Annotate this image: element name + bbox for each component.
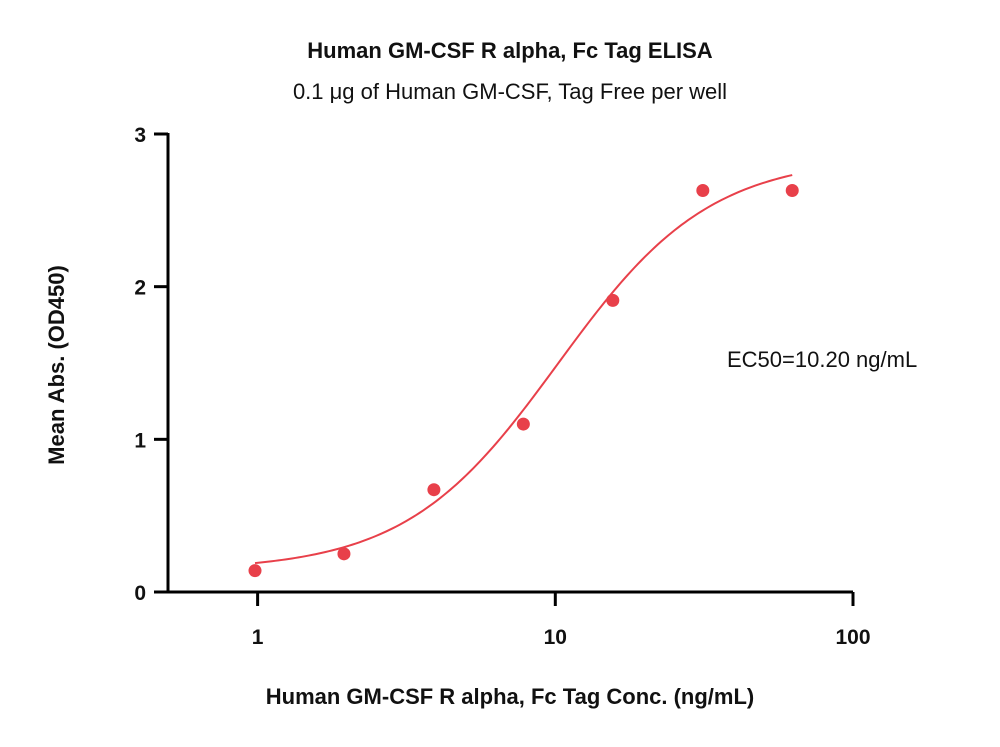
- data-points: [248, 183, 799, 578]
- y-tick-label: 1: [134, 429, 146, 452]
- data-point: [785, 183, 799, 197]
- data-point: [516, 417, 530, 431]
- x-tick-label: 1: [252, 626, 264, 649]
- data-point: [337, 547, 351, 561]
- y-tick-label: 3: [134, 124, 146, 147]
- y-tick-label: 0: [134, 582, 146, 605]
- chart-subtitle: 0.1 μg of Human GM-CSF, Tag Free per wel…: [293, 79, 727, 104]
- data-point: [427, 483, 441, 497]
- y-axis-label: Mean Abs. (OD450): [44, 265, 69, 465]
- y-tick-label: 2: [134, 277, 146, 300]
- x-tick-label: 10: [544, 626, 567, 649]
- chart-title: Human GM-CSF R alpha, Fc Tag ELISA: [307, 38, 713, 63]
- data-point: [606, 293, 620, 307]
- x-tick-label: 100: [835, 626, 870, 649]
- axes: [166, 133, 853, 594]
- y-ticks: 0 1 2 3: [134, 124, 168, 605]
- x-ticks: 1 10 100: [252, 592, 871, 649]
- x-axis-label: Human GM-CSF R alpha, Fc Tag Conc. (ng/m…: [266, 684, 754, 709]
- data-point: [696, 183, 710, 197]
- data-point: [248, 564, 262, 578]
- ec50-annotation: EC50=10.20 ng/mL: [727, 347, 917, 372]
- fit-curve: [254, 174, 793, 565]
